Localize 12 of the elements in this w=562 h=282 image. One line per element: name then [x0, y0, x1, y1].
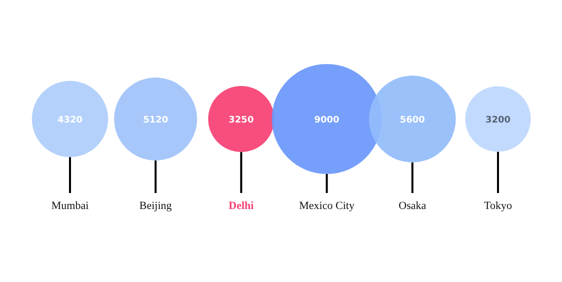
data-label: 4320 [57, 116, 83, 126]
category-label: Osaka [398, 200, 426, 212]
category-label: Tokyo [484, 200, 512, 212]
category-label: Mumbai [51, 200, 89, 212]
data-label: 5120 [143, 116, 168, 126]
data-label: 3250 [228, 116, 254, 126]
category-label: Delhi [228, 200, 254, 212]
category-label: Mexico City [299, 200, 355, 212]
category-label: Beijing [139, 200, 172, 212]
data-label: 3200 [485, 116, 511, 126]
data-label: 9000 [314, 116, 340, 126]
data-label: 5600 [400, 116, 425, 126]
